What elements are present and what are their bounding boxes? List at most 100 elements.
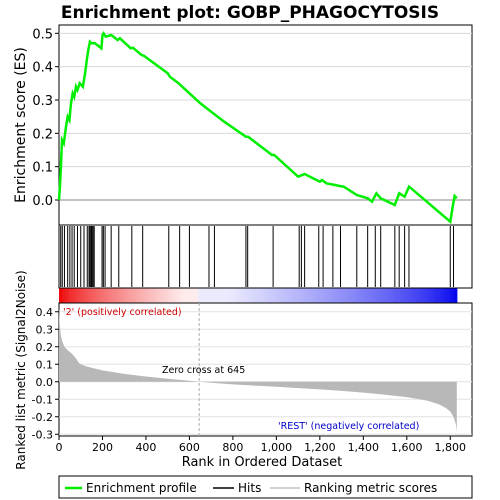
heat-bar-segment [198,288,203,303]
metric-y-tick-label: -0.3 [32,428,53,441]
heat-bar-segment [400,288,405,303]
heat-bar-segment [171,288,176,303]
heat-bar-segment [417,288,421,303]
es-y-tick-label: 0.3 [32,94,53,109]
chart-title: Enrichment plot: GOBP_PHAGOCYTOSIS [61,3,439,23]
legend-metric-label: Ranking metric scores [304,481,437,495]
hits-panel-frame [58,224,473,289]
heat-bar-segment [59,288,63,303]
heat-bar-segment [221,288,226,303]
heat-bar-segment [347,288,352,303]
heat-bar-segment [168,288,173,303]
es-y-tick-label: 0.1 [32,161,53,176]
heat-bar-segment [300,288,305,303]
heat-bar-segment [367,288,372,303]
metric-x-tick-label: 800 [222,441,243,454]
heat-bar-segment [161,288,166,303]
heat-bar-segment [85,288,90,303]
heat-bar-segment [344,288,348,303]
heat-bar-segment [191,288,196,303]
heat-bar-segment [148,288,153,303]
heat-bar-segment [211,288,216,303]
heat-bar-segment [450,288,455,303]
metric-y-tick-label: 0.2 [36,341,54,354]
heat-bar-segment [443,288,448,303]
heat-bar-segment [204,288,209,303]
heat-bar-segment [224,288,229,303]
heat-bar-segment [360,288,365,303]
heat-bar-segment [433,288,438,303]
heat-bar-segment [234,288,239,303]
legend-enrichment-label: Enrichment profile [86,481,197,495]
metric-x-axis-ticks: 0 200 400 600 800 1,000 1,200 1,400 1,600 1,800 [56,436,466,454]
heat-bar-segment [178,288,183,303]
metric-x-tick-label: 1,200 [304,441,336,454]
heat-bar-segment [82,288,87,303]
heat-bar-segment [420,288,425,303]
heat-bar-segment [337,288,342,303]
legend-box [58,475,473,499]
heat-bar-segment [430,288,435,303]
heat-bar-segment [218,288,223,303]
heat-bar-segment [350,288,355,303]
es-gridlines [59,32,472,201]
heat-bar-segment [108,288,113,303]
heat-bar-segment [446,288,451,303]
heat-bar-segment [238,288,242,303]
heat-bar-segment [281,288,286,303]
heat-bar-segment [317,288,322,303]
metric-x-tick-label: 600 [179,441,200,454]
heat-bar-segment [145,288,150,303]
metric-gridlines [59,311,472,435]
metric-y-axis-label: Ranked list metric (Signal2Noise) [14,270,28,469]
heat-bar-segment [291,288,295,303]
heat-bar-segment [141,288,146,303]
heat-bar-segment [95,288,100,303]
metric-x-tick-label: 1,600 [391,441,423,454]
heat-bar-segment [62,288,67,303]
heat-bar-segment [453,288,458,303]
heat-bar-segment [244,288,249,303]
metric-x-tick-label: 1,000 [261,441,293,454]
heat-bar-segment [247,288,252,303]
heat-bar-segment [175,288,179,303]
heat-bar-segment [118,288,123,303]
heat-bar-segment [158,288,163,303]
heat-bar-segment [387,288,392,303]
heat-bar-segment [330,288,335,303]
heat-bar-segment [181,288,186,303]
heat-bar-segment [88,288,93,303]
heat-bar-segment [340,288,345,303]
heat-bar-segment [373,288,378,303]
heat-bar-segment [310,288,315,303]
heat-bar-segment [102,288,107,303]
zero-cross-label: Zero cross at 645 [162,365,245,376]
heat-bar-segment [214,288,219,303]
heat-bar-segment [284,288,289,303]
heat-bar-segment [390,288,395,303]
positive-correlation-label: '2' (positively correlated) [63,307,182,318]
hits-marks [60,226,455,287]
heat-bar-segment [377,288,382,303]
es-y-axis-label: Enrichment score (ES) [13,47,29,203]
heat-bar-segment [287,288,292,303]
heat-bar-segment [75,288,80,303]
heat-bar-segment [151,288,156,303]
heat-bar-segment [413,288,418,303]
heat-bar-segment [72,288,77,303]
heat-bar-segment [277,288,282,303]
metric-x-axis-label: Rank in Ordered Dataset [182,455,343,470]
heat-bar-segment [78,288,83,303]
heat-bar-segment [320,288,325,303]
heat-bar-segment [138,288,143,303]
heat-bar-segment [324,288,329,303]
heat-bar-segment [393,288,398,303]
heat-bar-segment [307,288,312,303]
metric-x-tick-label: 400 [135,441,156,454]
es-panel-frame [58,24,473,226]
metric-x-tick-label: 200 [92,441,113,454]
heat-bar-segment [271,288,276,303]
metric-x-tick-label: 0 [56,441,63,454]
heat-bar-segment [65,288,70,303]
